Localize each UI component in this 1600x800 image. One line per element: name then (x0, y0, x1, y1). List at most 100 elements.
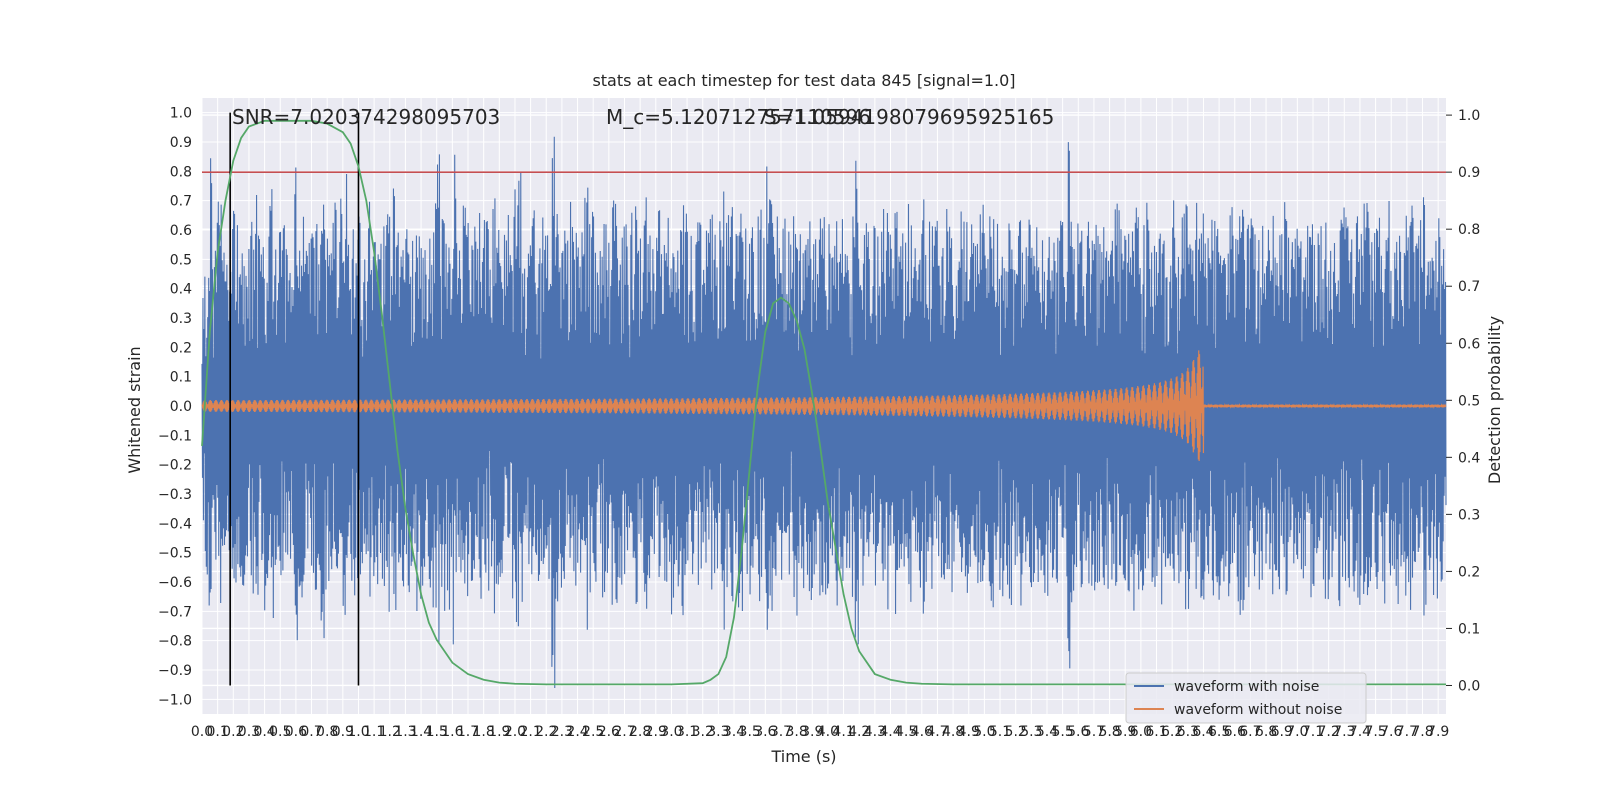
y-tick-label: −0.8 (158, 634, 192, 650)
x-tick-label: 3.5 (739, 724, 761, 740)
y2-tick-label: 0.9 (1458, 165, 1480, 181)
y2-tick-label: 0.4 (1458, 450, 1480, 466)
chart-title: stats at each timestep for test data 845… (592, 71, 1015, 90)
x-tick-label: 6.9 (1271, 724, 1293, 740)
y-tick-label: −0.1 (158, 428, 192, 444)
x-tick-label: 0.0 (191, 724, 213, 740)
x-tick-label: 2.2 (535, 724, 557, 740)
x-tick-label: 1.9 (488, 724, 510, 740)
legend-box (1125, 672, 1367, 724)
x-tick-label: 3.3 (707, 724, 729, 740)
y-tick-label: 0.5 (170, 252, 192, 268)
x-tick-label: 6.4 (1192, 724, 1214, 740)
noise-trace (201, 136, 1447, 688)
x-tick-label: 1.1 (363, 724, 385, 740)
legend-label-noise: waveform with noise (1174, 679, 1319, 695)
x-tick-label: 5.9 (1114, 724, 1136, 740)
y-tick-label: −1.0 (158, 692, 192, 708)
y2-tick-label: 0.7 (1458, 279, 1480, 295)
x-tick-label: 5.1 (989, 724, 1011, 740)
x-axis-ticks: 0.00.10.20.30.40.50.60.70.80.91.01.11.21… (191, 724, 1449, 740)
x-tick-label: 2.9 (645, 724, 667, 740)
x-tick-label: 3.9 (801, 724, 823, 740)
x-tick-label: 7.2 (1318, 724, 1340, 740)
x-tick-label: 6.3 (1177, 724, 1199, 740)
x-tick-label: 6.5 (1208, 724, 1230, 740)
x-tick-label: 2.7 (613, 724, 635, 740)
x-tick-label: 5.4 (1036, 724, 1058, 740)
x-tick-label: 4.9 (958, 724, 980, 740)
y2-tick-label: 0.6 (1458, 336, 1480, 352)
annotation-s: S=1.0594198079695925165 (764, 105, 1054, 129)
y-tick-label: −0.7 (158, 604, 192, 620)
x-tick-label: 7.5 (1364, 724, 1386, 740)
y-tick-label: 0.8 (170, 164, 192, 180)
y-tick-label: 0.3 (170, 311, 192, 327)
x-tick-label: 7.4 (1349, 724, 1371, 740)
x-tick-label: 1.5 (426, 724, 448, 740)
x-tick-label: 1.4 (410, 724, 432, 740)
x-tick-label: 5.8 (1098, 724, 1120, 740)
y2-tick-label: 0.8 (1458, 222, 1480, 238)
y-tick-label: −0.9 (158, 663, 192, 679)
x-tick-label: 2.8 (629, 724, 651, 740)
x-tick-label: 0.1 (207, 724, 229, 740)
y-axis-label: Whitened strain (125, 346, 144, 473)
x-tick-label: 7.8 (1411, 724, 1433, 740)
x-tick-label: 0.2 (222, 724, 244, 740)
y2-axis-ticks: 0.0 0.1 0.2 0.3 0.4 0.5 0.6 0.7 0.8 0.9 1.0 (1446, 108, 1480, 694)
x-tick-label: 3.6 (754, 724, 776, 740)
x-tick-label: 4.4 (879, 724, 901, 740)
x-tick-label: 4.2 (848, 724, 870, 740)
x-tick-label: 5.3 (1020, 724, 1042, 740)
x-tick-label: 4.1 (832, 724, 854, 740)
x-tick-label: 5.2 (1005, 724, 1027, 740)
x-tick-label: 1.8 (473, 724, 495, 740)
y-tick-label: 1.0 (170, 106, 192, 122)
x-tick-label: 0.5 (269, 724, 291, 740)
x-tick-label: 3.0 (660, 724, 682, 740)
x-tick-label: 4.8 (942, 724, 964, 740)
y2-tick-label: 0.3 (1458, 507, 1480, 523)
y2-tick-label: 0.0 (1458, 678, 1480, 694)
marker-lines (229, 112, 360, 686)
x-tick-label: 4.7 (926, 724, 948, 740)
x-tick-label: 6.1 (1145, 724, 1167, 740)
y-tick-label: 0.0 (170, 399, 192, 415)
x-tick-label: 3.1 (676, 724, 698, 740)
legend: waveform with noise waveform without noi… (1125, 672, 1367, 724)
x-tick-label: 2.5 (582, 724, 604, 740)
y2-axis-label: Detection probability (1485, 316, 1504, 484)
x-tick-label: 6.0 (1130, 724, 1152, 740)
x-tick-label: 7.9 (1427, 724, 1449, 740)
x-tick-label: 6.2 (1161, 724, 1183, 740)
x-tick-label: 4.5 (895, 724, 917, 740)
x-tick-label: 4.6 (911, 724, 933, 740)
y2-tick-label: 0.2 (1458, 564, 1480, 580)
x-tick-label: 2.1 (519, 724, 541, 740)
x-tick-label: 2.4 (566, 724, 588, 740)
x-tick-label: 7.6 (1380, 724, 1402, 740)
y2-tick-label: 0.1 (1458, 621, 1480, 637)
annotation-chirp-mass: M_c=5.120712757110596 (606, 105, 871, 129)
series-waveform-with-noise (201, 136, 1447, 688)
x-tick-label: 4.0 (817, 724, 839, 740)
y-tick-label: −0.3 (158, 487, 192, 503)
x-tick-label: 0.6 (285, 724, 307, 740)
x-tick-label: 5.6 (1067, 724, 1089, 740)
x-tick-label: 1.3 (394, 724, 416, 740)
y-tick-label: 0.9 (170, 135, 192, 151)
y-tick-label: 0.4 (170, 282, 192, 298)
x-tick-label: 6.7 (1239, 724, 1261, 740)
annotation-snr: SNR=7.020374298095703 (232, 105, 500, 129)
x-tick-label: 1.6 (441, 724, 463, 740)
legend-label-clean: waveform without noise (1174, 702, 1342, 718)
x-tick-label: 2.0 (504, 724, 526, 740)
y-tick-label: 0.1 (170, 370, 192, 386)
x-tick-label: 6.6 (1224, 724, 1246, 740)
x-tick-label: 1.7 (457, 724, 479, 740)
y-tick-label: 0.2 (170, 340, 192, 356)
y2-tick-label: 1.0 (1458, 108, 1480, 124)
x-tick-label: 5.5 (1051, 724, 1073, 740)
